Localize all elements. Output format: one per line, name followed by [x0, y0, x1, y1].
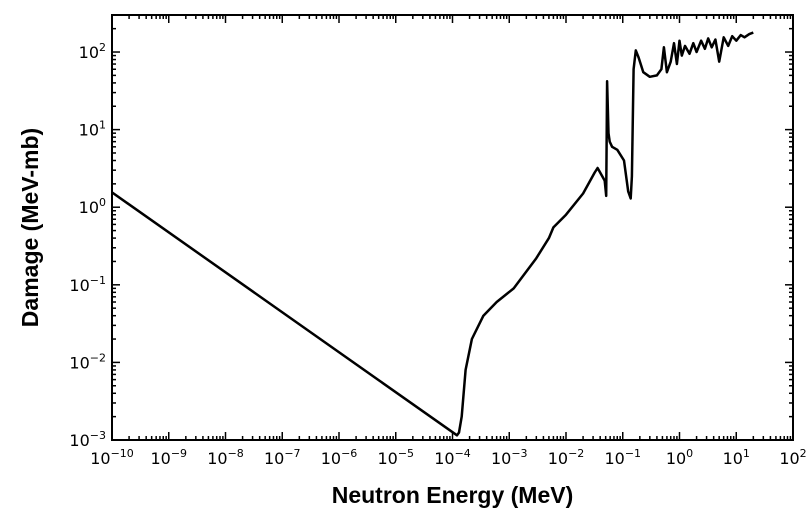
- tick-marks: [111, 14, 794, 441]
- x-tick-label: 10−9: [150, 447, 187, 468]
- x-tick-label: 10−4: [434, 447, 471, 468]
- x-tick-label: 101: [723, 447, 750, 468]
- x-tick-label: 10−10: [90, 447, 134, 468]
- y-tick-label: 10−2: [69, 351, 106, 372]
- damage-curve: [111, 31, 754, 437]
- y-tick-labels: 10−3 10−2 10−1 100 101 102: [69, 41, 106, 450]
- y-axis-title: Damage (MeV-mb): [17, 128, 43, 327]
- x-tick-label: 10−2: [548, 447, 585, 468]
- x-tick-label: 10−5: [377, 447, 414, 468]
- x-tick-label: 10−1: [604, 447, 641, 468]
- y-tick-label: 101: [79, 119, 106, 140]
- y-tick-label: 10−1: [69, 274, 106, 295]
- x-tick-labels: 10−10 10−9 10−8 10−7 10−6 10−5 10−4 10−3 10−2 10−…: [90, 447, 806, 468]
- x-axis-title: Neutron Energy (MeV): [332, 482, 574, 508]
- x-tick-label: 10−7: [264, 447, 301, 468]
- y-tick-label: 100: [79, 196, 106, 217]
- plot-area: [111, 14, 794, 441]
- x-tick-label: 10−3: [491, 447, 528, 468]
- x-tick-label: 102: [779, 447, 806, 468]
- y-tick-label: 102: [79, 41, 106, 62]
- y-tick-label: 10−3: [69, 429, 106, 450]
- x-tick-label: 10−6: [321, 447, 358, 468]
- x-tick-label: 100: [666, 447, 693, 468]
- x-tick-label: 10−8: [207, 447, 244, 468]
